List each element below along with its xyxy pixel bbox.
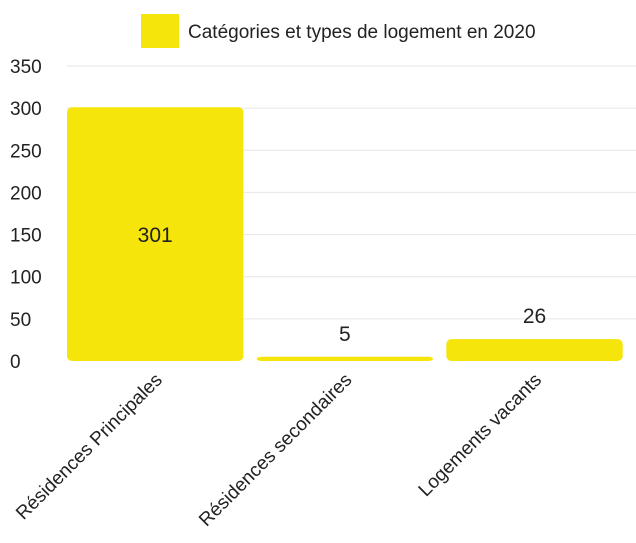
data-labels: 301 5 26	[138, 224, 547, 346]
bar	[67, 107, 244, 361]
y-tick-label: 350	[10, 57, 42, 78]
y-tick-label: 50	[10, 310, 31, 331]
x-category-label: Résidences secondaires	[195, 370, 356, 531]
y-tick-label: 300	[10, 99, 42, 120]
x-axis-category-labels: Résidences Principales Résidences seconda…	[12, 370, 546, 531]
x-category-label: Résidences Principales	[12, 370, 167, 525]
y-axis-tick-labels: 0 50 100 150 200 250 300 350	[10, 57, 42, 373]
y-tick-label: 0	[10, 352, 21, 373]
legend: Catégories et types de logement en 2020	[141, 14, 536, 48]
data-label: 26	[523, 305, 546, 328]
x-category-label: Logements vacants	[415, 370, 546, 501]
y-tick-label: 100	[10, 268, 42, 289]
legend-swatch	[141, 14, 179, 48]
legend-label: Catégories et types de logement en 2020	[188, 22, 536, 43]
bars	[67, 107, 623, 361]
y-tick-label: 150	[10, 226, 42, 247]
y-tick-label: 250	[10, 141, 42, 162]
bar	[256, 356, 434, 361]
data-label: 5	[339, 323, 351, 346]
bar	[446, 339, 623, 361]
data-label: 301	[138, 224, 173, 247]
y-tick-label: 200	[10, 183, 42, 204]
